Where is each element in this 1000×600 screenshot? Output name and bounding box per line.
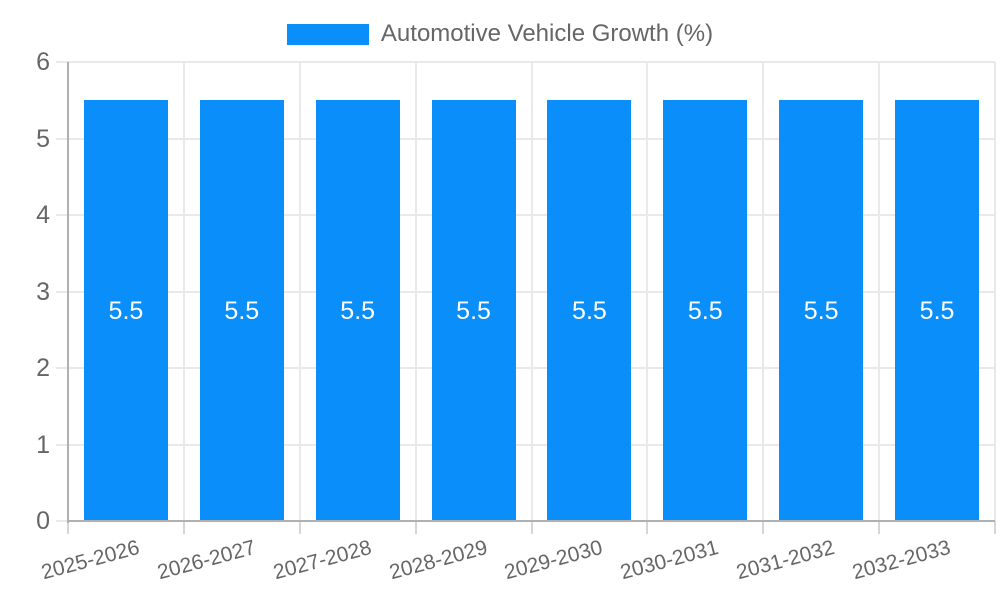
bar[interactable] xyxy=(431,100,516,521)
x-axis-tick-mark xyxy=(67,521,69,534)
x-axis-tick-mark xyxy=(414,521,417,534)
x-axis-tick-mark xyxy=(530,521,533,534)
y-axis-tick-label: 0 xyxy=(36,507,50,535)
x-axis-tick-mark xyxy=(298,521,301,534)
gridline-vertical xyxy=(878,62,881,521)
x-axis-tick-mark xyxy=(646,521,649,534)
y-axis-tick-mark xyxy=(56,61,68,63)
gridline-vertical xyxy=(298,62,301,521)
gridline-vertical xyxy=(414,62,417,521)
bar-value-label: 5.5 xyxy=(803,296,839,325)
y-axis-tick-mark xyxy=(56,367,68,369)
bar[interactable] xyxy=(315,100,400,521)
gridline-vertical xyxy=(994,62,996,521)
y-axis-tick-label: 4 xyxy=(36,201,50,229)
y-axis-line xyxy=(67,62,69,523)
legend-swatch xyxy=(286,23,369,45)
x-axis-tick-mark xyxy=(994,521,996,534)
bar-value-label: 5.5 xyxy=(108,296,144,325)
y-axis-tick-label: 1 xyxy=(36,430,50,459)
bar-value-label: 5.5 xyxy=(687,296,723,325)
x-axis-tick-mark xyxy=(878,521,881,534)
y-axis-tick-mark xyxy=(56,443,68,446)
gridline-vertical xyxy=(530,62,533,521)
gridline-vertical xyxy=(182,62,185,521)
x-axis-tick-mark xyxy=(762,521,765,534)
bar[interactable] xyxy=(663,100,748,521)
y-axis-tick-label: 3 xyxy=(36,277,50,306)
y-axis-tick-label: 6 xyxy=(36,48,50,76)
bar-value-label: 5.5 xyxy=(224,296,260,325)
bar[interactable] xyxy=(779,100,864,521)
y-axis-tick-mark xyxy=(56,520,68,522)
bar-value-label: 5.5 xyxy=(919,296,955,325)
gridline-vertical xyxy=(646,62,649,521)
legend-label: Automotive Vehicle Growth (%) xyxy=(380,20,714,47)
bar[interactable] xyxy=(895,100,980,521)
x-axis-line xyxy=(68,520,995,522)
y-axis-tick-mark xyxy=(56,214,68,216)
bar[interactable] xyxy=(547,100,632,521)
legend-item[interactable]: Automotive Vehicle Growth (%) xyxy=(0,20,1000,48)
gridline-vertical xyxy=(762,62,765,521)
y-axis-tick-label: 5 xyxy=(36,124,50,153)
y-axis-tick-mark xyxy=(56,137,68,140)
x-axis-tick-mark xyxy=(182,521,185,534)
bar-value-label: 5.5 xyxy=(340,296,376,325)
bar[interactable] xyxy=(199,100,284,521)
bar[interactable] xyxy=(83,100,168,521)
y-axis-tick-label: 2 xyxy=(36,354,50,382)
y-axis-tick-mark xyxy=(56,290,68,293)
bar-value-label: 5.5 xyxy=(456,296,491,325)
bar-value-label: 5.5 xyxy=(572,296,607,325)
